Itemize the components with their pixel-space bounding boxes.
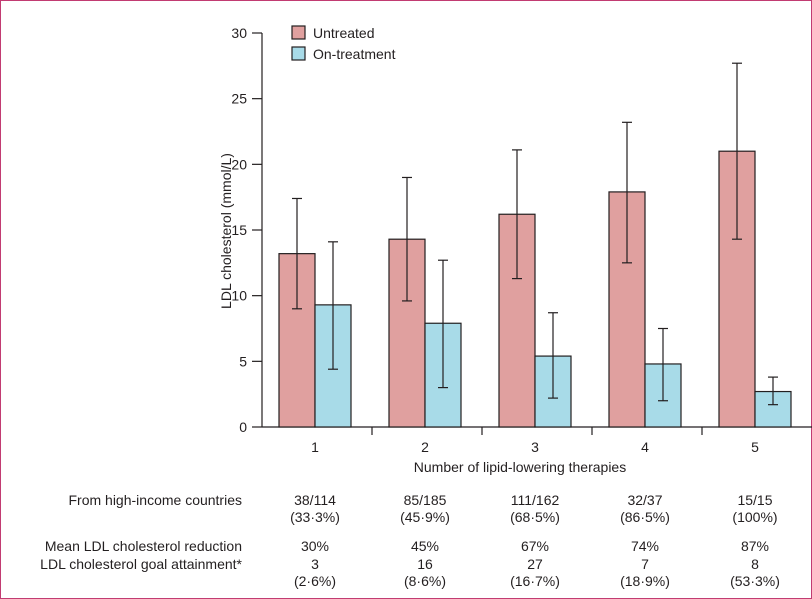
x-tick-label: 2 <box>421 439 429 455</box>
legend: Untreated On-treatment <box>291 25 396 62</box>
y-tick-label: 0 <box>239 419 247 435</box>
y-tick-label: 15 <box>231 222 247 238</box>
y-tick-label: 5 <box>239 353 247 369</box>
y-tick-label: 25 <box>231 91 247 107</box>
x-axis: 1 2 3 4 5 <box>262 426 812 455</box>
x-tick-label: 1 <box>311 439 319 455</box>
legend-label: On-treatment <box>313 46 396 62</box>
y-axis: 0 5 10 15 20 25 30 <box>231 25 263 435</box>
y-tick-label: 20 <box>231 156 247 172</box>
x-tick-label: 5 <box>751 439 759 455</box>
legend-swatch <box>291 46 306 61</box>
legend-label: Untreated <box>313 25 374 41</box>
x-axis-title: Number of lipid-lowering therapies <box>414 459 626 475</box>
y-axis-title: LDL cholesterol (mmol/L) <box>218 153 234 309</box>
bars <box>278 150 792 428</box>
legend-swatch <box>291 25 306 40</box>
x-tick-label: 4 <box>641 439 649 455</box>
error-bars <box>292 62 778 406</box>
x-tick-label: 3 <box>531 439 539 455</box>
y-tick-label: 10 <box>231 288 247 304</box>
y-tick-label: 30 <box>231 25 247 41</box>
